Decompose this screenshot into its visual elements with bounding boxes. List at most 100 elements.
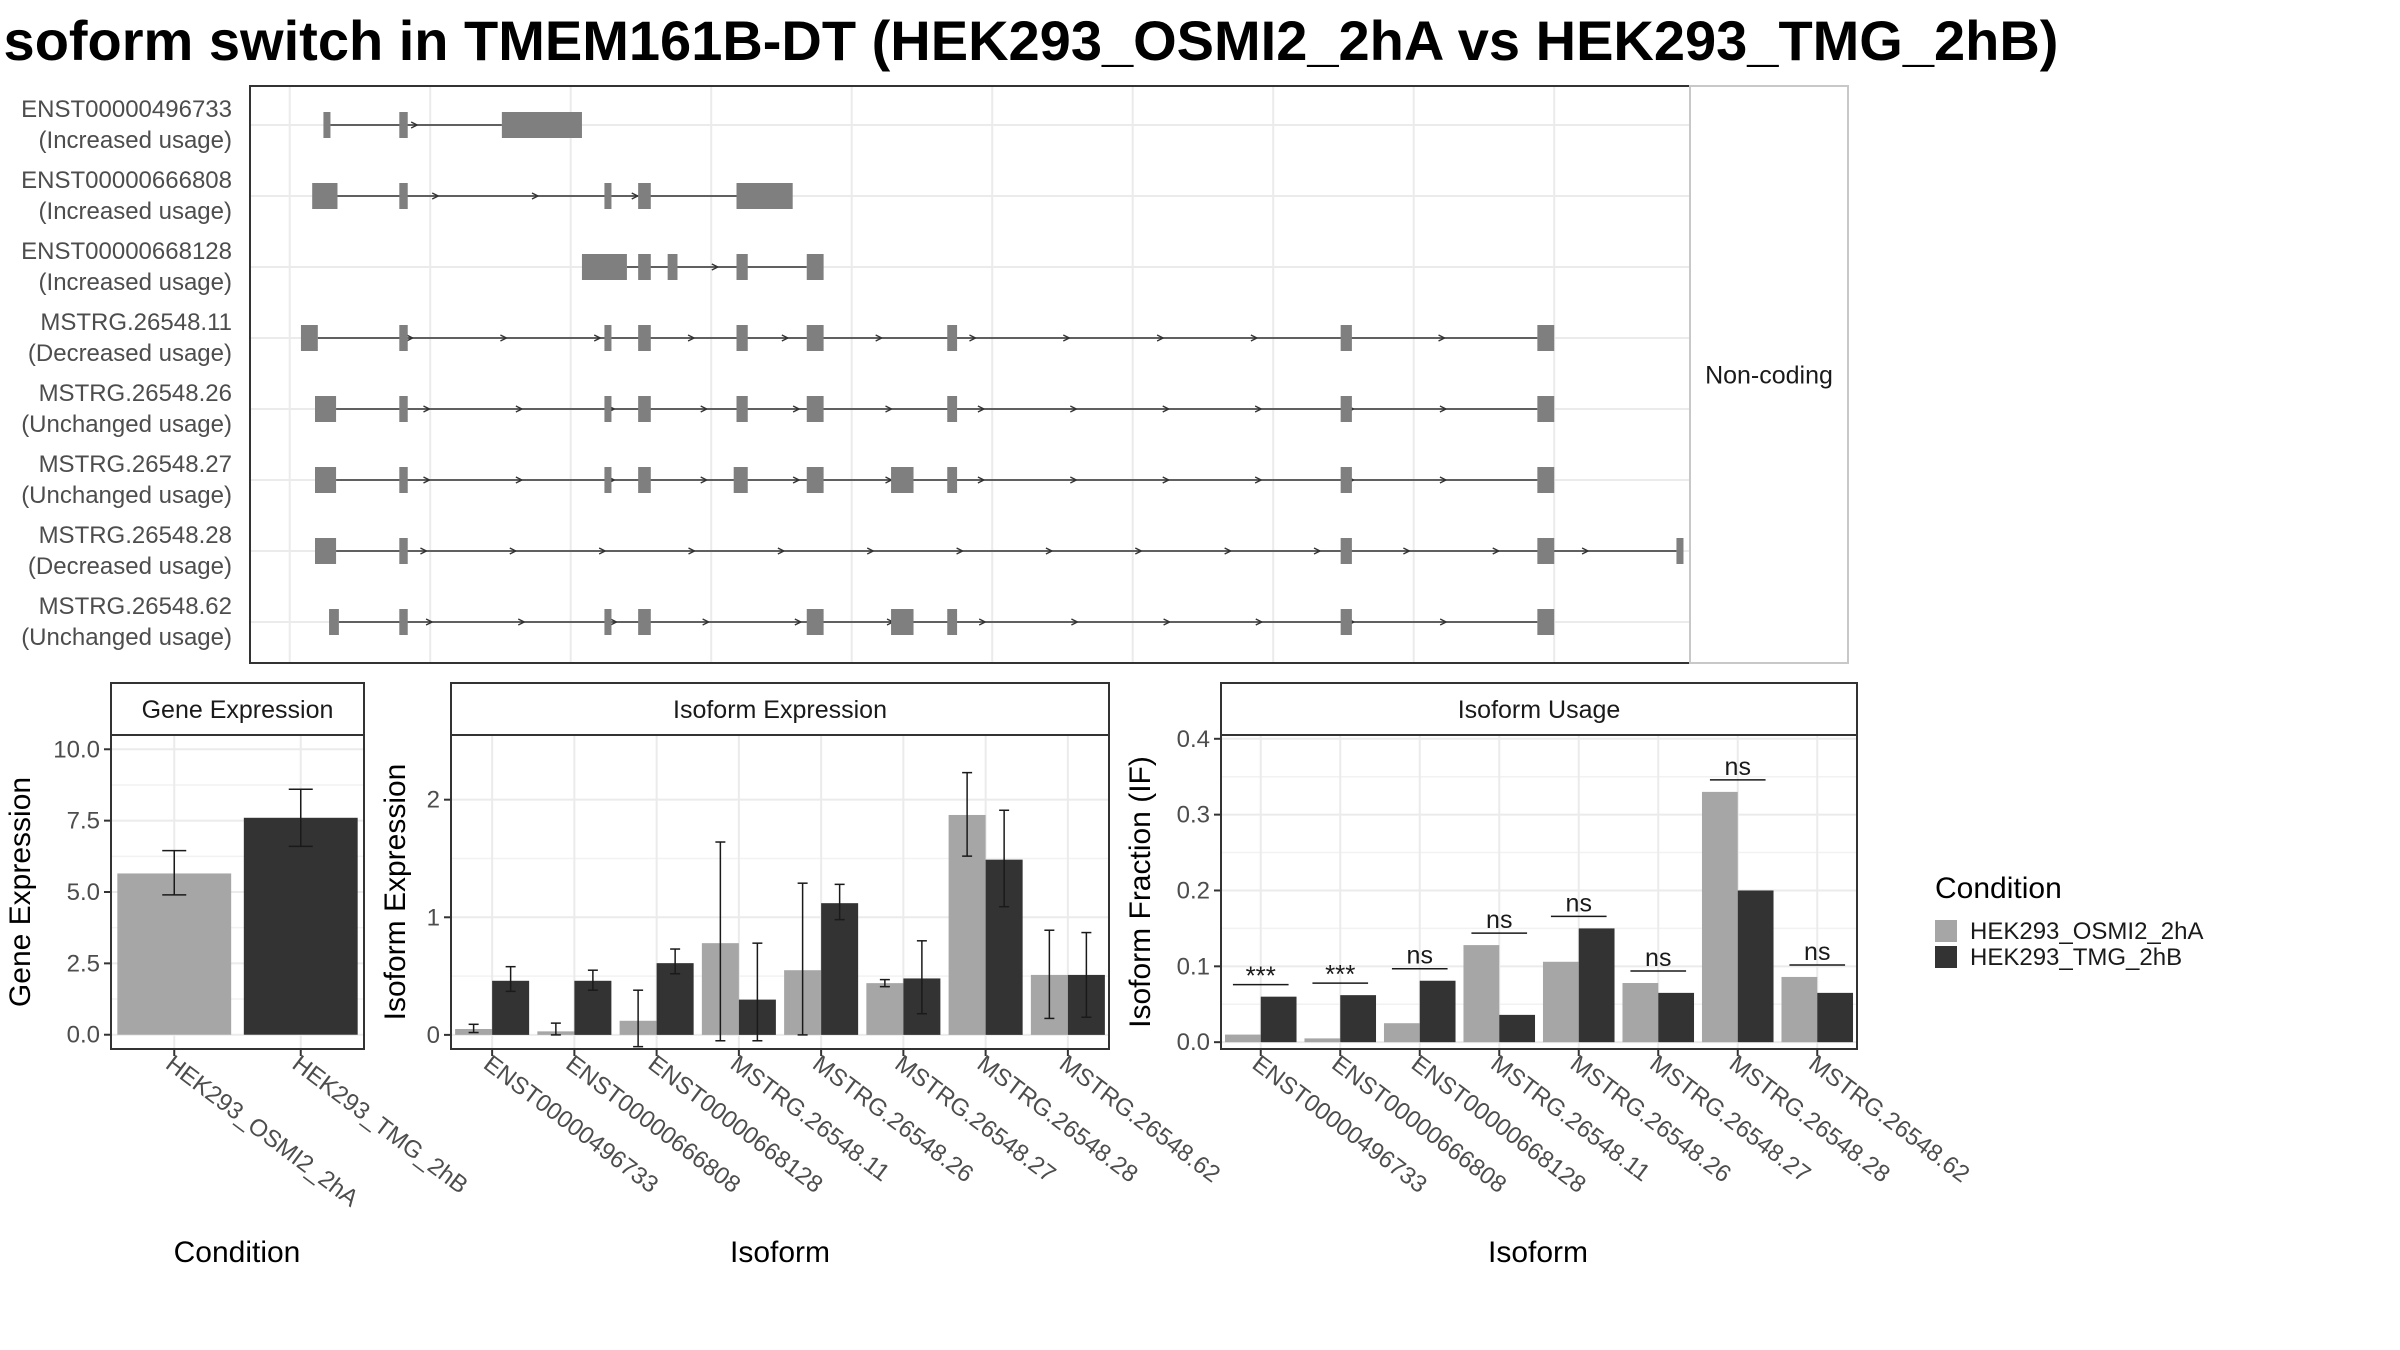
direction-arrow	[1254, 405, 1263, 413]
exon-block	[315, 396, 337, 422]
isoform-usage-bar	[1658, 992, 1695, 1043]
isoform-usage-bar	[1737, 890, 1774, 1043]
transcript-id-label: ENST00000496733	[21, 96, 232, 123]
direction-arrow	[593, 334, 602, 342]
exon-block	[891, 609, 914, 635]
isoform-usage-significance-label: ns	[1486, 906, 1512, 934]
transcript-id-label: ENST00000668128	[21, 238, 232, 265]
exon-block	[1537, 467, 1555, 493]
isoform-usage-strip-label: Isoform Usage	[1458, 696, 1621, 724]
exon-block	[947, 467, 958, 493]
gene-expression-y-axis-title: Gene Expression	[4, 777, 37, 1007]
direction-arrow	[1224, 547, 1233, 555]
gene-expression-ytick-label: 5.0	[67, 879, 100, 906]
direction-arrow	[977, 405, 986, 413]
direction-arrow	[423, 405, 432, 413]
exon-block	[947, 325, 958, 351]
isoform-expression-ytick-label: 2	[427, 787, 440, 814]
isoform-usage-significance-label: ns	[1725, 753, 1751, 781]
exon-block	[315, 538, 337, 564]
transcript-row	[315, 467, 1555, 493]
direction-arrow	[1070, 405, 1078, 413]
transcript-row	[315, 396, 1555, 422]
direction-arrow	[969, 334, 978, 342]
transcript-usage-label: (Increased usage)	[39, 198, 232, 225]
exon-block	[312, 183, 338, 209]
transcript-id-label: MSTRG.26548.28	[39, 522, 232, 549]
exon-block	[736, 254, 748, 280]
direction-arrow	[500, 334, 508, 342]
isoform-usage-significance-label: ns	[1566, 889, 1592, 917]
gene-expression-bar	[117, 873, 232, 1035]
transcript-id-label: MSTRG.26548.62	[39, 593, 232, 620]
transcript-row	[300, 325, 1555, 351]
direction-arrow	[410, 121, 419, 129]
exon-block	[638, 254, 651, 280]
exon-block	[501, 112, 582, 138]
direction-arrow	[631, 192, 640, 200]
direction-arrow	[1162, 476, 1171, 484]
transcript-usage-label: (Increased usage)	[39, 269, 232, 296]
exon-block	[891, 467, 914, 493]
isoform-usage-bar	[1781, 976, 1818, 1043]
isoform-usage-strip	[1220, 682, 1858, 736]
legend-item-label: HEK293_TMG_2hB	[1970, 944, 2182, 971]
exon-block	[604, 325, 612, 351]
legend-swatch	[1935, 920, 1957, 942]
exon-block	[604, 183, 612, 209]
isoform-expression-strip-label: Isoform Expression	[673, 696, 887, 724]
gene-expression-bar	[243, 817, 358, 1035]
gene-expression-x-axis-title: Condition	[174, 1236, 301, 1269]
isoform-usage-ytick-label: 0.3	[1177, 802, 1210, 829]
direction-arrow	[598, 547, 607, 555]
exon-block	[1340, 467, 1352, 493]
isoform-usage-bar	[1542, 961, 1579, 1043]
exon-block	[399, 112, 408, 138]
isoform-usage-bar	[1224, 1034, 1261, 1043]
direction-arrow	[1255, 618, 1264, 626]
direction-arrow	[1439, 476, 1448, 484]
exon-block	[1340, 396, 1352, 422]
direction-arrow	[1438, 334, 1447, 342]
direction-arrow	[1492, 547, 1501, 555]
direction-arrow	[687, 334, 696, 342]
transcript-id-label: MSTRG.26548.27	[39, 451, 232, 478]
isoform-usage-ytick-label: 0.4	[1177, 726, 1210, 753]
transcript-usage-label: (Decreased usage)	[28, 553, 232, 580]
legend-item-label: HEK293_OSMI2_2hA	[1970, 918, 2203, 945]
transcript-row	[323, 112, 582, 138]
isoform-usage-significance-label: ns	[1645, 944, 1671, 972]
exon-block	[399, 467, 408, 493]
isoform-usage-ytick-label: 0.0	[1177, 1029, 1210, 1056]
exon-block	[1537, 396, 1555, 422]
transcript-row	[329, 609, 1555, 635]
direction-arrow	[1439, 618, 1448, 626]
isoform-expression-panel: Isoform Expression012ENST00000496733ENST…	[379, 682, 1225, 1269]
exon-block	[399, 183, 408, 209]
legend-swatch	[1935, 946, 1957, 968]
exon-block	[947, 396, 958, 422]
isoform-usage-y-axis-title: Isoform Fraction (IF)	[1124, 756, 1157, 1028]
isoform-expression-bar	[866, 983, 904, 1035]
isoform-usage-ytick-label: 0.2	[1177, 877, 1210, 904]
exon-block	[604, 396, 612, 422]
isoform-usage-bar	[1304, 1038, 1341, 1043]
direction-arrow	[700, 476, 709, 484]
direction-arrow	[515, 476, 524, 484]
isoform-usage-bar	[1578, 928, 1615, 1043]
direction-arrow	[885, 405, 894, 413]
direction-arrow	[978, 618, 987, 626]
direction-arrow	[956, 547, 965, 555]
exon-block	[604, 609, 612, 635]
direction-arrow	[1250, 334, 1259, 342]
gene-model-panel-bg	[250, 86, 1690, 663]
chart-title: Isoform switch in TMEM161B-DT (HEK293_OS…	[0, 9, 2059, 72]
gene-expression-strip	[110, 682, 365, 736]
exon-block	[399, 538, 408, 564]
gene-expression-ytick-label: 7.5	[67, 808, 100, 835]
gene-expression-ytick-label: 10.0	[53, 736, 100, 763]
gene-expression-strip-label: Gene Expression	[142, 696, 334, 724]
direction-arrow	[688, 547, 697, 555]
gene-model-strip-label: Non-coding	[1705, 362, 1833, 390]
